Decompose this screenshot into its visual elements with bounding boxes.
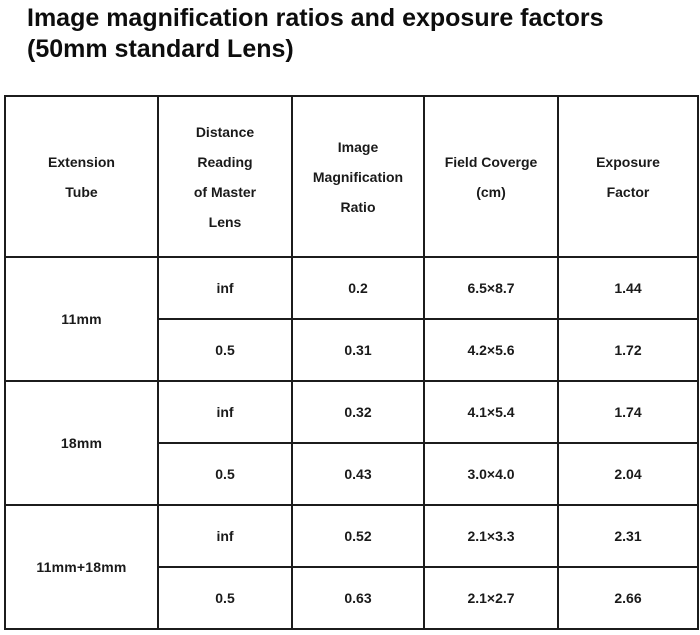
header-magnification-ratio: Image Magnification Ratio: [291, 95, 425, 258]
cell-exposure: 2.04: [557, 442, 699, 506]
cell-distance: 0.5: [157, 442, 293, 506]
cell-distance: inf: [157, 504, 293, 568]
cell-distance: 0.5: [157, 318, 293, 382]
header-extension-tube: Extension Tube: [4, 95, 159, 258]
header-field-coverage: Field Coverge (cm): [423, 95, 559, 258]
header-exposure-factor: Exposure Factor: [557, 95, 699, 258]
cell-distance: inf: [157, 380, 293, 444]
cell-field: 4.1×5.4: [423, 380, 559, 444]
cell-field: 2.1×2.7: [423, 566, 559, 630]
table-header-row: Extension Tube Distance Reading of Maste…: [4, 95, 699, 258]
cell-exposure: 2.66: [557, 566, 699, 630]
table-row: 18mm inf 0.32 4.1×5.4 1.74: [4, 380, 699, 506]
table-row: 11mm inf 0.2 6.5×8.7 1.44: [4, 256, 699, 382]
cell-field: 2.1×3.3: [423, 504, 559, 568]
cell-field: 3.0×4.0: [423, 442, 559, 506]
cell-exposure: 2.31: [557, 504, 699, 568]
cell-tube-11mm: 11mm: [4, 256, 159, 382]
cell-exposure: 1.44: [557, 256, 699, 320]
cell-ratio: 0.63: [291, 566, 425, 630]
cell-tube-11mm-plus-18mm: 11mm+18mm: [4, 504, 159, 630]
cell-ratio: 0.2: [291, 256, 425, 320]
cell-ratio: 0.32: [291, 380, 425, 444]
cell-exposure: 1.72: [557, 318, 699, 382]
table-row: 0.5 0.63 2.1×2.7 2.66: [5, 566, 699, 630]
page-title: Image magnification ratios and exposure …: [27, 4, 604, 63]
cell-ratio: 0.43: [291, 442, 425, 506]
cell-tube-18mm: 18mm: [4, 380, 159, 506]
magnification-table: Extension Tube Distance Reading of Maste…: [4, 95, 699, 630]
cell-ratio: 0.52: [291, 504, 425, 568]
table-row: 11mm+18mm inf 0.52 2.1×3.3 2.31: [4, 504, 699, 630]
cell-distance: 0.5: [157, 566, 293, 630]
cell-field: 6.5×8.7: [423, 256, 559, 320]
table-row: 0.5 0.43 3.0×4.0 2.04: [5, 442, 699, 506]
header-distance-reading: Distance Reading of Master Lens: [157, 95, 293, 258]
cell-exposure: 1.74: [557, 380, 699, 444]
table-row: 0.5 0.31 4.2×5.6 1.72: [5, 318, 699, 382]
cell-ratio: 0.31: [291, 318, 425, 382]
cell-distance: inf: [157, 256, 293, 320]
cell-field: 4.2×5.6: [423, 318, 559, 382]
